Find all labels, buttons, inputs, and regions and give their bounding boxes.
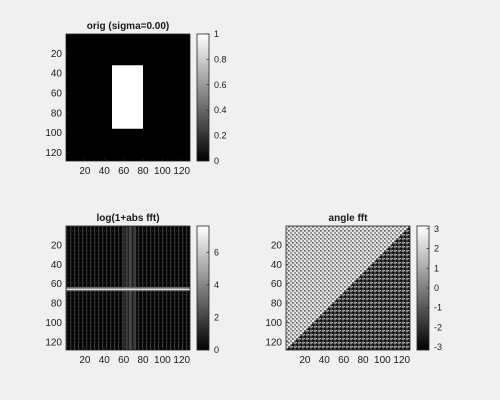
spectrum-horizontal-sideband [66, 290, 190, 292]
x-tick-label: 60 [118, 166, 130, 177]
x-tick-label: 100 [374, 355, 391, 366]
x-tick-label: 80 [137, 166, 149, 177]
x-tick-label: 120 [393, 355, 410, 366]
colorbar-tick-label: 0 [214, 345, 219, 355]
x-tick-label: 60 [338, 355, 350, 366]
y-tick-label: 120 [45, 337, 62, 348]
y-tick-label: 100 [45, 318, 62, 329]
y-tick-label: 120 [45, 148, 62, 159]
panel-title: orig (sigma=0.00) [87, 21, 170, 32]
axes-box [65, 33, 191, 162]
spectrum-horizontal-sideband [66, 287, 190, 289]
colorbar-box [196, 33, 210, 162]
x-tick-label: 40 [99, 355, 111, 366]
colorbar [197, 34, 209, 161]
y-tick-label: 80 [51, 299, 63, 310]
y-tick-label: 40 [51, 69, 63, 80]
colorbar-tick-label: 0.6 [214, 80, 227, 90]
y-tick-label: 40 [271, 260, 283, 271]
x-tick-label: 120 [173, 355, 190, 366]
colorbar-tick-label: 4 [214, 280, 219, 290]
colorbar-tick-label: 1 [434, 263, 439, 273]
x-tick-label: 120 [173, 166, 190, 177]
colorbar-tick-label: 1 [214, 29, 219, 39]
y-tick-label: 100 [265, 318, 282, 329]
x-tick-label: 20 [79, 166, 91, 177]
colorbar-tick-label: 3 [434, 224, 439, 234]
colorbar-tick-label: -2 [434, 322, 442, 332]
x-tick-label: 40 [99, 166, 111, 177]
y-tick-label: 60 [51, 279, 63, 290]
x-tick-label: 20 [299, 355, 311, 366]
colorbar-box [196, 225, 210, 351]
x-tick-label: 60 [118, 355, 130, 366]
y-tick-label: 100 [45, 128, 62, 139]
colorbar-tick-label: 2 [434, 244, 439, 254]
colorbar-tick-label: 0.8 [214, 54, 227, 64]
y-tick-label: 80 [271, 299, 283, 310]
colorbar [417, 226, 429, 350]
colorbar-tick-label: -3 [434, 342, 442, 352]
colorbar-tick-label: 0.2 [214, 131, 227, 141]
y-tick-label: 20 [51, 240, 63, 251]
x-tick-label: 100 [154, 355, 171, 366]
colorbar-tick-label: 0 [434, 283, 439, 293]
y-tick-label: 120 [265, 337, 282, 348]
colorbar-tick-label: 0 [214, 156, 219, 166]
colorbar-tick-label: 0.4 [214, 105, 227, 115]
y-tick-label: 40 [51, 260, 63, 271]
y-tick-label: 20 [271, 240, 283, 251]
x-tick-label: 80 [357, 355, 369, 366]
y-tick-label: 20 [51, 49, 63, 60]
x-tick-label: 40 [319, 355, 331, 366]
image-white-rectangle [112, 65, 144, 129]
panel-title: log(1+abs fft) [96, 213, 159, 224]
colorbar-tick-label: -1 [434, 303, 442, 313]
colorbar-tick-label: 2 [214, 312, 219, 322]
axes-box [285, 225, 411, 351]
angle-upper-region [286, 226, 410, 350]
y-tick-label: 60 [271, 279, 283, 290]
axes-box [65, 225, 191, 351]
x-tick-label: 20 [79, 355, 91, 366]
y-tick-label: 80 [51, 108, 63, 119]
spectrum-horizontal-line [66, 288, 190, 291]
y-tick-label: 60 [51, 89, 63, 100]
colorbar-tick-label: 6 [214, 247, 219, 257]
x-tick-label: 80 [137, 355, 149, 366]
colorbar [197, 226, 209, 350]
x-tick-label: 100 [154, 166, 171, 177]
panel-title: angle fft [329, 213, 369, 224]
